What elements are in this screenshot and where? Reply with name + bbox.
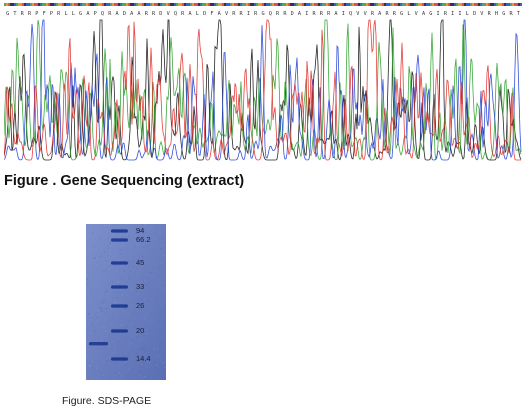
- svg-text:R: R: [152, 11, 156, 17]
- sds-page-gel-image: [86, 224, 166, 380]
- svg-text:H: H: [495, 11, 498, 17]
- svg-text:R: R: [444, 11, 448, 17]
- svg-text:R: R: [145, 11, 149, 17]
- svg-text:F: F: [210, 11, 213, 17]
- svg-text:D: D: [473, 11, 476, 17]
- gene-sequencing-caption: Figure . Gene Sequencing (extract): [4, 173, 245, 189]
- svg-text:R: R: [181, 11, 185, 17]
- svg-text:Q: Q: [269, 11, 272, 17]
- svg-text:G: G: [502, 11, 505, 17]
- svg-text:R: R: [393, 11, 397, 17]
- svg-text:R: R: [254, 11, 258, 17]
- marker-label-66-2: 66.2: [136, 235, 151, 244]
- marker-label-20: 20: [136, 326, 145, 335]
- svg-text:A: A: [298, 11, 302, 17]
- svg-text:V: V: [364, 11, 367, 17]
- svg-text:L: L: [72, 11, 75, 17]
- svg-text:P: P: [94, 11, 97, 17]
- svg-text:G: G: [429, 11, 432, 17]
- marker-band-20: [111, 329, 128, 333]
- svg-text:T: T: [517, 11, 520, 17]
- svg-text:D: D: [159, 11, 162, 17]
- svg-text:G: G: [79, 11, 82, 17]
- sample-band: [89, 342, 108, 346]
- svg-text:V: V: [225, 11, 228, 17]
- marker-label-45: 45: [136, 258, 145, 267]
- svg-text:I: I: [247, 11, 250, 17]
- svg-text:R: R: [509, 11, 513, 17]
- marker-label-94: 94: [136, 226, 145, 235]
- svg-text:R: R: [108, 11, 112, 17]
- marker-band-66-2: [111, 238, 128, 242]
- svg-text:A: A: [130, 11, 134, 17]
- svg-text:R: R: [28, 11, 32, 17]
- svg-text:D: D: [203, 11, 206, 17]
- sequence-header-strip: [4, 3, 522, 6]
- svg-text:A: A: [218, 11, 222, 17]
- svg-text:R: R: [57, 11, 61, 17]
- svg-text:T: T: [13, 11, 16, 17]
- marker-band-94: [111, 229, 128, 233]
- svg-text:R: R: [276, 11, 280, 17]
- marker-band-14-4: [111, 357, 128, 361]
- sds-page-gel-panel: 94 66.2 45 33 26 20 14.4: [86, 224, 166, 380]
- marker-band-45: [111, 261, 128, 265]
- svg-text:R: R: [371, 11, 375, 17]
- svg-text:G: G: [261, 11, 264, 17]
- marker-band-26: [111, 304, 128, 308]
- svg-text:L: L: [64, 11, 67, 17]
- svg-text:F: F: [43, 11, 46, 17]
- trace-t-red: [4, 19, 521, 161]
- svg-text:L: L: [407, 11, 410, 17]
- svg-text:A: A: [378, 11, 382, 17]
- svg-text:G: G: [400, 11, 403, 17]
- svg-text:D: D: [123, 11, 126, 17]
- svg-text:Q: Q: [349, 11, 352, 17]
- svg-text:L: L: [196, 11, 199, 17]
- svg-text:Q: Q: [174, 11, 177, 17]
- svg-text:R: R: [320, 11, 324, 17]
- svg-text:R: R: [313, 11, 317, 17]
- svg-text:P: P: [35, 11, 38, 17]
- svg-text:R: R: [21, 11, 25, 17]
- svg-text:A: A: [422, 11, 426, 17]
- svg-text:I: I: [342, 11, 345, 17]
- svg-text:Q: Q: [101, 11, 104, 17]
- svg-text:R: R: [283, 11, 287, 17]
- trace-a-green: [4, 19, 522, 161]
- svg-text:V: V: [480, 11, 483, 17]
- svg-text:L: L: [466, 11, 469, 17]
- svg-text:V: V: [356, 11, 359, 17]
- marker-label-33: 33: [136, 282, 145, 291]
- svg-text:V: V: [167, 11, 170, 17]
- svg-text:R: R: [488, 11, 492, 17]
- svg-text:R: R: [385, 11, 389, 17]
- svg-text:A: A: [137, 11, 141, 17]
- svg-text:R: R: [232, 11, 236, 17]
- marker-band-33: [111, 285, 128, 289]
- svg-text:I: I: [458, 11, 461, 17]
- svg-text:A: A: [188, 11, 192, 17]
- svg-text:R: R: [240, 11, 244, 17]
- svg-text:I: I: [437, 11, 440, 17]
- svg-text:P: P: [50, 11, 53, 17]
- svg-text:A: A: [334, 11, 338, 17]
- svg-text:G: G: [6, 11, 9, 17]
- svg-text:I: I: [305, 11, 308, 17]
- marker-label-14-4: 14.4: [136, 354, 151, 363]
- svg-text:D: D: [291, 11, 294, 17]
- svg-text:A: A: [86, 11, 90, 17]
- svg-text:R: R: [327, 11, 331, 17]
- gel-background: [86, 224, 166, 380]
- marker-label-26: 26: [136, 301, 145, 310]
- svg-text:V: V: [415, 11, 418, 17]
- sds-page-caption: Figure. SDS-PAGE: [62, 395, 152, 407]
- svg-text:I: I: [451, 11, 454, 17]
- svg-text:A: A: [116, 11, 120, 17]
